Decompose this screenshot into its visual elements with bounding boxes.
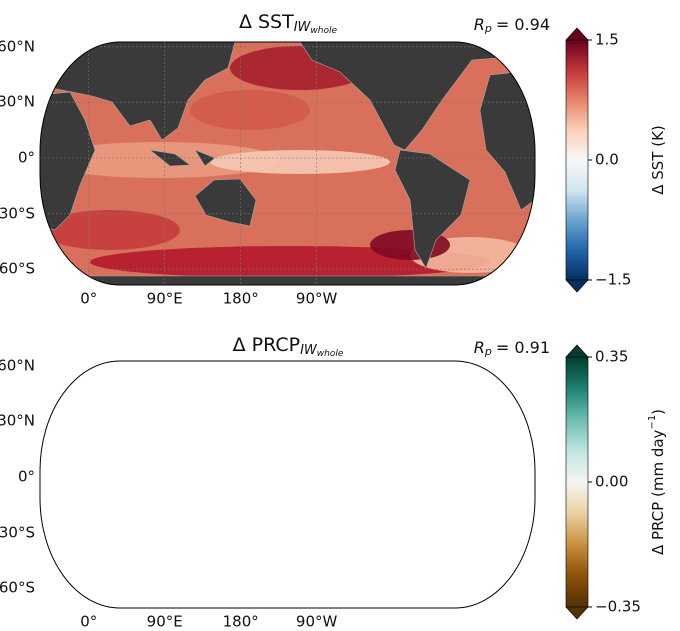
anomaly-pattern <box>390 403 450 435</box>
lat-label: 60°S <box>0 260 35 278</box>
land <box>40 411 95 549</box>
text-part: whole <box>310 26 337 36</box>
lat-label: 60°N <box>0 356 35 374</box>
contour-label: 5 <box>297 525 303 536</box>
colorbar <box>565 39 589 281</box>
lon-label: 0° <box>80 290 97 308</box>
lon-label: 180° <box>223 613 259 631</box>
panel-title: Δ PRCPIWwhole <box>233 334 344 359</box>
lon-label: 90°W <box>296 613 338 631</box>
lat-label: 0° <box>18 468 35 486</box>
anomaly-pattern <box>165 488 195 500</box>
text-part: p <box>484 22 492 35</box>
lon-label: 90°W <box>296 290 338 308</box>
lat-label: 0° <box>18 149 35 167</box>
text-part: R <box>474 15 485 34</box>
colorbar-tick-label: 0.00 <box>595 473 628 491</box>
text-part: = 0.94 <box>496 15 550 34</box>
text-part: −1 <box>647 415 658 430</box>
colorbar-tick-label: 0.0 <box>595 151 619 169</box>
lat-label: 60°N <box>0 37 35 55</box>
colorbar-label: Δ SST (K) <box>649 125 667 195</box>
colorbar-tick-label: 1.5 <box>595 31 619 49</box>
text-part: Δ SST (K) <box>649 125 667 195</box>
text-part: ) <box>649 409 667 415</box>
map: 5 5 5 5 5 5 <box>30 349 550 619</box>
contour-label: 5 <box>45 476 51 487</box>
map-panel: 60°N 30°N 0° 30°S 60°S 90°E 180° 90°W 0° Δ SSTIWw… <box>0 11 667 308</box>
map-panel: 5 5 5 5 5 5 60°N 30°N 0° 30°S 60°S 90°E 180° 90°W 0° Δ … <box>0 334 667 631</box>
map-outline <box>39 360 536 609</box>
anomaly-pattern <box>40 210 180 250</box>
anomaly-pattern <box>60 494 140 514</box>
anomaly-pattern <box>210 536 310 552</box>
anomaly-pattern <box>40 142 280 178</box>
land <box>150 469 190 485</box>
text-part: R <box>474 338 485 357</box>
correlation: Rp = 0.94 <box>474 15 550 36</box>
text-part: IW <box>294 20 312 35</box>
land <box>195 498 256 545</box>
contour-label: 5 <box>327 461 333 472</box>
contour-line <box>45 459 60 519</box>
land <box>394 149 471 269</box>
lon-label: 90°E <box>147 290 183 308</box>
land <box>299 42 535 151</box>
colorbar-extend <box>565 279 589 293</box>
anomaly-pattern <box>240 400 360 428</box>
map-outline <box>39 41 536 286</box>
anomaly-pattern <box>210 150 390 174</box>
lon-label: 0° <box>80 613 97 631</box>
colorbar-tick-label: −1.5 <box>595 271 631 289</box>
text-part: IW <box>300 343 318 358</box>
colorbar-tick-label: −0.35 <box>595 598 641 616</box>
contour-label: 5 <box>207 445 213 456</box>
land <box>479 69 535 211</box>
text-part: Δ PRCP <box>233 334 300 356</box>
contour-line <box>60 495 360 530</box>
map <box>40 42 535 285</box>
anomaly-pattern <box>190 90 310 130</box>
colorbar-label: Δ PRCP (mm day−1) <box>647 409 667 555</box>
text-part: = 0.91 <box>496 338 550 357</box>
anomaly-pattern <box>250 463 390 471</box>
lon-label: 180° <box>223 290 259 308</box>
land <box>40 275 535 285</box>
land <box>40 361 235 459</box>
lon-label: 90°E <box>147 613 183 631</box>
panel-title: Δ SSTIWwhole <box>239 11 338 36</box>
contour-line <box>60 452 530 471</box>
lat-label: 60°S <box>0 579 35 597</box>
lat-label: 30°S <box>0 523 35 541</box>
land <box>395 469 470 587</box>
colorbar-extend <box>565 344 589 358</box>
lat-label: 30°N <box>0 412 35 430</box>
lat-label: 30°S <box>0 204 35 222</box>
ocean <box>30 349 550 619</box>
anomaly-pattern <box>215 475 385 503</box>
land <box>480 389 535 529</box>
contour-label: 5 <box>212 504 218 515</box>
colorbar <box>565 356 589 608</box>
anomaly-pattern <box>440 473 500 485</box>
colorbar-extend <box>565 606 589 620</box>
correlation: Rp = 0.91 <box>474 338 550 359</box>
text-part: whole <box>317 349 344 359</box>
text-part: Δ SST <box>239 11 294 33</box>
colorbar-extend <box>565 27 589 41</box>
lat-label: 30°N <box>0 93 35 111</box>
text-part: p <box>484 345 492 358</box>
colorbar-tick-label: 0.35 <box>595 348 628 366</box>
text-part: Δ PRCP (mm day <box>649 429 667 555</box>
land <box>195 469 215 485</box>
land <box>300 361 535 469</box>
anomaly-pattern <box>90 431 210 467</box>
anomaly-pattern <box>90 585 490 613</box>
land <box>40 595 535 611</box>
contour-label: 5 <box>497 465 503 476</box>
